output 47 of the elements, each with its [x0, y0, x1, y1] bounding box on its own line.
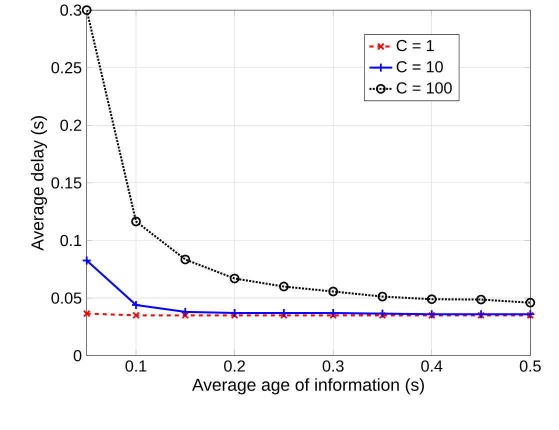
y-axis-title: Average delay (s)	[30, 116, 48, 251]
point	[132, 312, 140, 320]
point	[180, 307, 190, 317]
point	[131, 216, 141, 226]
point	[476, 294, 486, 305]
legend-label: C = 1	[396, 40, 434, 52]
point	[378, 308, 388, 319]
point	[426, 309, 437, 320]
point	[230, 308, 240, 318]
point	[279, 282, 289, 292]
point	[279, 308, 289, 318]
point	[428, 312, 436, 320]
point	[230, 274, 240, 284]
point	[426, 294, 437, 304]
x-tick-label: 0.5	[520, 360, 541, 372]
y-tick-label: 0	[74, 350, 82, 362]
y-tick-label: 0.3	[60, 4, 82, 16]
y-tick-label: 0.1	[60, 234, 82, 246]
point	[328, 286, 338, 297]
point	[477, 312, 485, 320]
point	[182, 312, 189, 320]
point	[525, 298, 536, 308]
x-tick-label: 0.2	[224, 360, 245, 372]
point	[476, 309, 486, 320]
x-tick-label: 0.3	[322, 360, 344, 372]
point	[131, 300, 141, 310]
point	[82, 256, 92, 266]
point	[230, 312, 238, 320]
point	[378, 292, 388, 302]
x-tick-label: 0.4	[421, 360, 442, 372]
point	[280, 312, 288, 320]
y-tick-label: 0.05	[51, 292, 82, 304]
point	[526, 312, 534, 320]
point	[378, 312, 386, 320]
y-tick-label: 0.25	[51, 62, 82, 74]
point	[82, 5, 92, 16]
point	[329, 312, 337, 320]
x-axis-title: Average age of information (s)	[192, 378, 424, 395]
point	[525, 309, 536, 320]
legend-label: C = 10	[396, 61, 443, 73]
legend-label: C = 100	[396, 82, 452, 94]
y-tick-label: 0.2	[60, 120, 82, 132]
point	[83, 310, 90, 318]
point	[328, 308, 338, 318]
x-tick-label: 0.1	[126, 360, 146, 372]
point	[180, 254, 190, 264]
y-tick-label: 0.15	[51, 177, 82, 189]
